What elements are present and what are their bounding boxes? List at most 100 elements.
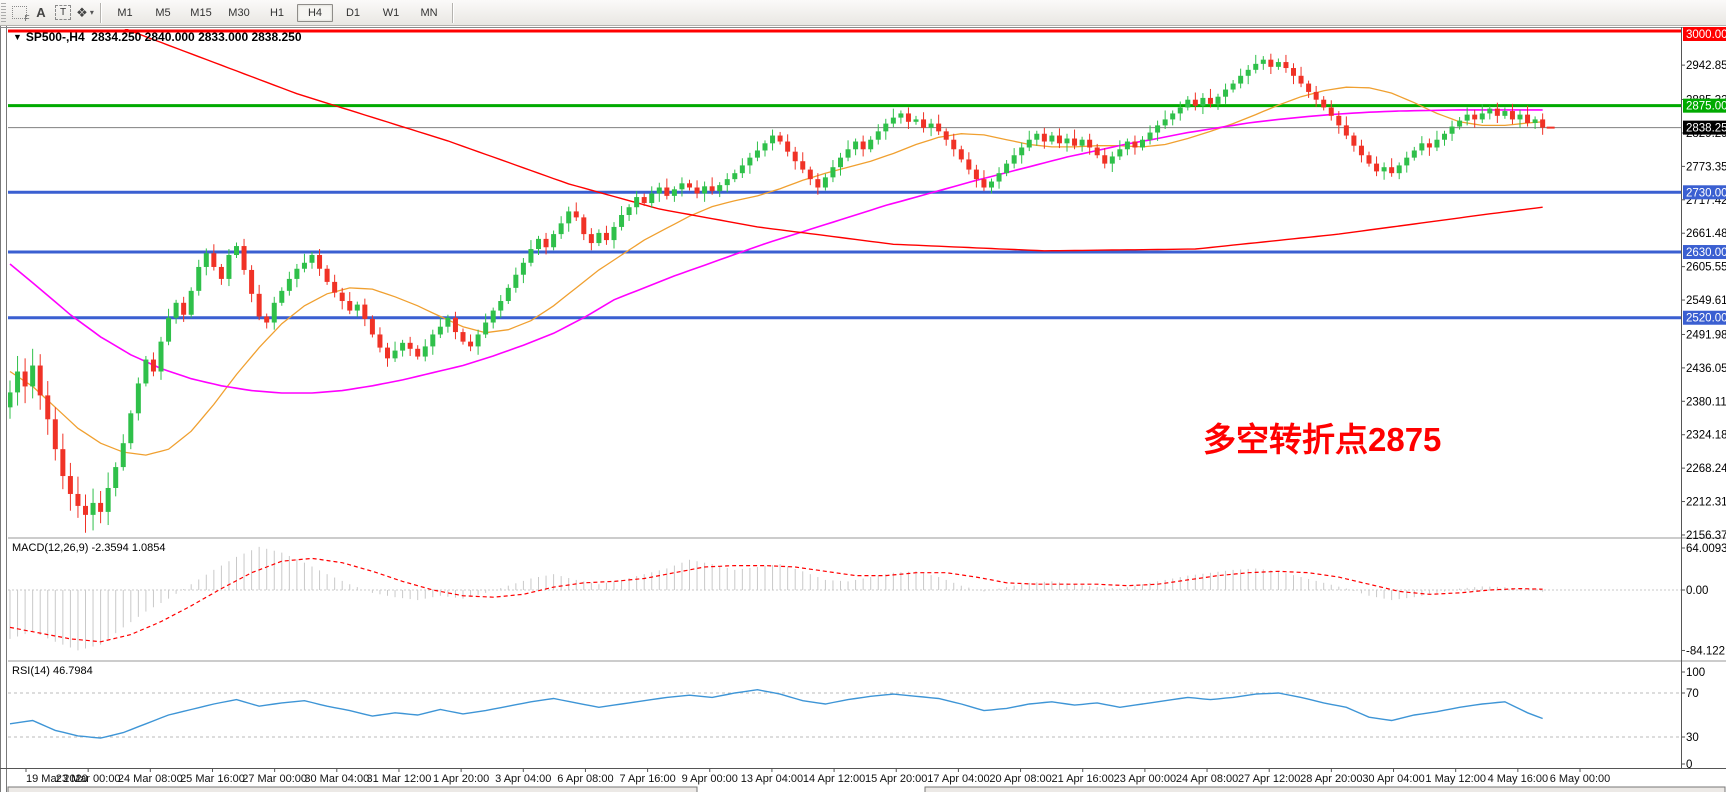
candle xyxy=(173,302,179,318)
toolbar-separator xyxy=(452,2,454,23)
tf-button-m5[interactable]: M5 xyxy=(155,6,171,19)
candle xyxy=(1185,99,1191,108)
time-label: 3 Apr 04:00 xyxy=(495,773,551,785)
toolbar-drag-handle[interactable] xyxy=(1,2,6,23)
candle xyxy=(1109,156,1115,164)
candle xyxy=(15,371,21,393)
candle xyxy=(158,341,164,372)
candle xyxy=(1019,147,1025,156)
candle xyxy=(1351,135,1357,146)
candle xyxy=(528,249,534,263)
candle xyxy=(807,169,813,180)
candle xyxy=(301,262,307,269)
candle xyxy=(1238,75,1244,84)
tf-button-m1[interactable]: M1 xyxy=(117,6,133,19)
candle xyxy=(883,123,889,132)
candle xyxy=(671,189,677,196)
candle xyxy=(83,505,88,515)
text-a-icon[interactable]: A xyxy=(36,5,46,20)
candle xyxy=(679,183,685,190)
tf-button-h4[interactable]: H4 xyxy=(297,3,333,22)
candle xyxy=(973,169,979,180)
tf-button-m15[interactable]: M15 xyxy=(190,6,212,19)
candle xyxy=(581,217,587,235)
candle xyxy=(1449,126,1455,134)
candle xyxy=(218,266,224,279)
macd-signal-line xyxy=(9,557,1543,643)
candle xyxy=(45,395,51,420)
candle xyxy=(1517,114,1523,120)
bottom-tab-left[interactable] xyxy=(7,786,698,792)
candle xyxy=(1041,133,1047,142)
svg-text:0: 0 xyxy=(1686,759,1692,771)
candle xyxy=(1132,141,1138,148)
candle xyxy=(1358,145,1364,156)
candle xyxy=(377,334,383,348)
candle xyxy=(1162,119,1168,126)
candle xyxy=(8,392,13,408)
candle xyxy=(1140,139,1145,148)
symbol-name: SP500-,H4 xyxy=(25,30,85,44)
svg-text:2549.615: 2549.615 xyxy=(1686,295,1726,307)
candle xyxy=(460,332,466,342)
ma-orange xyxy=(9,86,1543,456)
chevron-down-icon[interactable]: ▾ xyxy=(89,8,94,17)
candle xyxy=(785,141,791,152)
candle xyxy=(1442,133,1447,140)
candle xyxy=(853,141,859,150)
symbol-caret-icon[interactable]: ▼ xyxy=(13,32,22,42)
time-label: 27 Mar 00:00 xyxy=(242,773,307,785)
tf-button-w1[interactable]: W1 xyxy=(382,6,400,19)
candle xyxy=(181,302,187,315)
chart-title: ▼ SP500-,H4 2834.250 2840.000 2833.000 28… xyxy=(13,30,302,44)
candle xyxy=(1396,165,1402,174)
candle xyxy=(1313,91,1319,100)
svg-text:2730.000: 2730.000 xyxy=(1686,187,1726,199)
candle xyxy=(490,310,496,323)
candle xyxy=(1479,113,1485,120)
svg-text:2156.375: 2156.375 xyxy=(1686,530,1726,542)
svg-text:2773.355: 2773.355 xyxy=(1686,161,1726,173)
candle xyxy=(1411,150,1417,158)
time-label: 17 Apr 04:00 xyxy=(927,773,989,785)
candle xyxy=(1434,139,1440,148)
candle xyxy=(770,135,776,144)
candle xyxy=(135,383,141,414)
candle xyxy=(392,350,398,359)
candle xyxy=(551,234,557,248)
candle xyxy=(747,157,753,166)
candle xyxy=(913,119,919,122)
candle xyxy=(60,449,66,477)
tf-button-mn[interactable]: MN xyxy=(420,6,438,19)
candle xyxy=(1245,69,1251,76)
candle xyxy=(868,139,874,150)
tf-button-h1[interactable]: H1 xyxy=(269,6,285,19)
tf-button-d1[interactable]: D1 xyxy=(345,6,361,19)
candle xyxy=(362,304,368,319)
candle xyxy=(1268,59,1274,67)
time-label: 9 Apr 00:00 xyxy=(682,773,738,785)
candle xyxy=(196,266,202,291)
bottom-tab-right[interactable] xyxy=(924,786,1726,792)
candle xyxy=(951,139,957,150)
candle xyxy=(407,342,413,349)
text-box-icon[interactable]: T xyxy=(52,2,74,24)
candle xyxy=(830,167,836,178)
candle xyxy=(498,301,504,311)
svg-text:-84.122: -84.122 xyxy=(1686,645,1725,657)
candle xyxy=(536,238,541,250)
candle xyxy=(90,502,96,515)
candle xyxy=(611,226,617,241)
candle xyxy=(603,232,609,241)
candle xyxy=(203,253,209,267)
cursor-tool-icon[interactable]: ❖ ▾ xyxy=(76,4,94,20)
candle xyxy=(369,318,375,335)
candle xyxy=(1034,133,1040,140)
candle xyxy=(1298,75,1304,84)
candle xyxy=(996,173,1002,182)
candle xyxy=(437,326,443,335)
grid-f-icon[interactable]: F xyxy=(8,2,30,24)
candle xyxy=(1343,125,1349,136)
tf-button-m30[interactable]: M30 xyxy=(228,6,250,19)
